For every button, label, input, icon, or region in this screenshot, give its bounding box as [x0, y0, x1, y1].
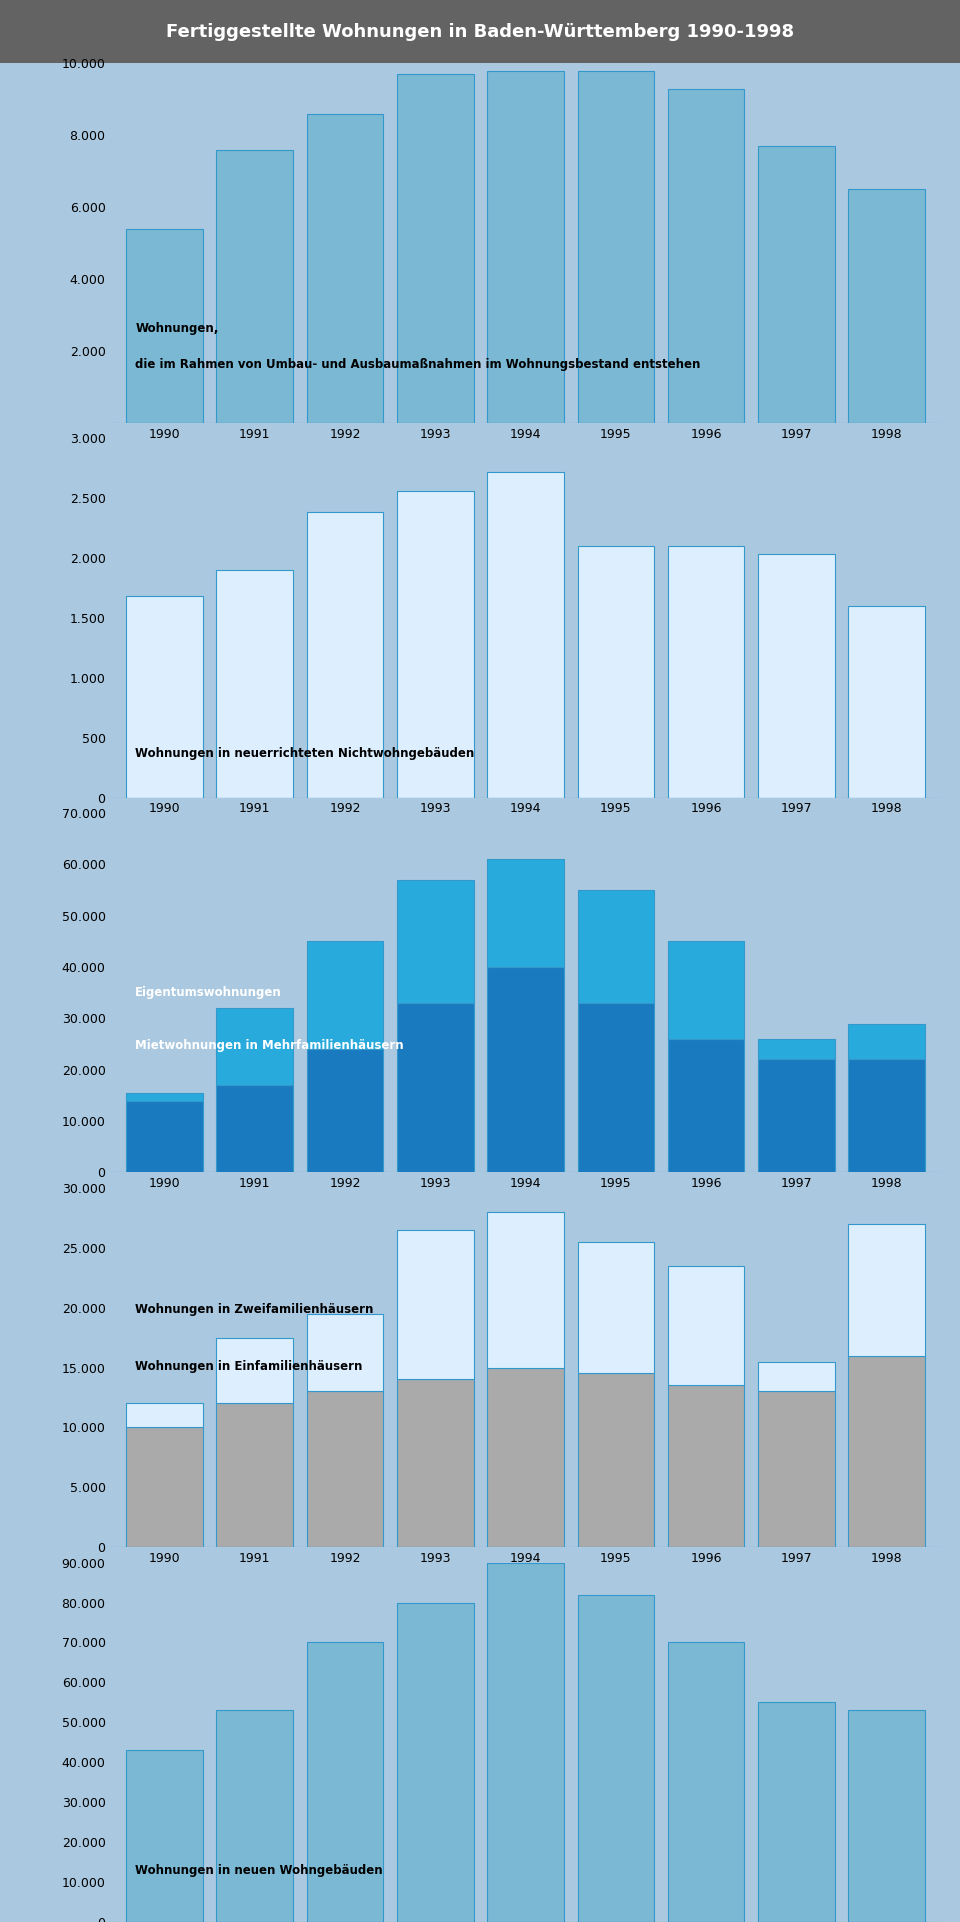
Bar [488, 1367, 564, 1547]
Bar [578, 1003, 654, 1172]
Text: Wohnungen in neuen Wohngebäuden: Wohnungen in neuen Wohngebäuden [135, 1864, 383, 1878]
Bar [397, 1603, 473, 1922]
Bar [758, 146, 835, 423]
Bar [126, 1094, 203, 1101]
Bar [126, 1428, 203, 1547]
Bar [849, 188, 925, 423]
Bar [306, 942, 383, 1049]
Bar [849, 1224, 925, 1355]
Bar [397, 880, 473, 1003]
Text: Wohnungen,: Wohnungen, [135, 323, 219, 334]
Text: Wohnungen in Zweifamilienhäusern: Wohnungen in Zweifamilienhäusern [135, 1303, 373, 1317]
Bar [126, 1101, 203, 1172]
Bar [216, 1338, 293, 1403]
Bar [488, 967, 564, 1172]
Bar [306, 1313, 383, 1392]
Bar [578, 1595, 654, 1922]
Bar [578, 71, 654, 423]
Bar [397, 1230, 473, 1380]
Bar [578, 1374, 654, 1547]
Bar [758, 1040, 835, 1059]
Bar [758, 1361, 835, 1392]
Bar [126, 596, 203, 798]
Text: Mietwohnungen in Mehrfamilienhäusern: Mietwohnungen in Mehrfamilienhäusern [135, 1040, 404, 1053]
Bar [397, 1003, 473, 1172]
Text: Wohnungen in neuerrichteten Nichtwohngebäuden: Wohnungen in neuerrichteten Nichtwohngeb… [135, 748, 474, 761]
Bar [216, 150, 293, 423]
Bar [668, 1643, 745, 1922]
Bar [849, 605, 925, 798]
Bar [306, 1049, 383, 1172]
Bar [397, 75, 473, 423]
Bar [578, 546, 654, 798]
Bar [488, 859, 564, 967]
Bar [488, 471, 564, 798]
Bar [758, 1059, 835, 1172]
Bar [849, 1059, 925, 1172]
Bar [668, 1267, 745, 1386]
Bar [668, 88, 745, 423]
Bar [578, 890, 654, 1003]
Bar [216, 1403, 293, 1547]
Bar [668, 942, 745, 1040]
Bar [849, 1711, 925, 1922]
Bar [578, 1242, 654, 1374]
Text: die im Rahmen von Umbau- und Ausbaumaßnahmen im Wohnungsbestand entstehen: die im Rahmen von Umbau- und Ausbaumaßna… [135, 357, 701, 371]
Bar [488, 1211, 564, 1367]
Bar [216, 1086, 293, 1172]
Bar [306, 113, 383, 423]
Bar [758, 554, 835, 798]
Bar [668, 1040, 745, 1172]
Bar [306, 513, 383, 798]
Bar [126, 229, 203, 423]
Bar [668, 1386, 745, 1547]
Bar [849, 1355, 925, 1547]
Bar [668, 546, 745, 798]
Text: Fertiggestellte Wohnungen in Baden-Württemberg 1990-1998: Fertiggestellte Wohnungen in Baden-Württ… [166, 23, 794, 40]
Bar [849, 1024, 925, 1059]
Bar [126, 1751, 203, 1922]
Bar [397, 490, 473, 798]
Bar [306, 1392, 383, 1547]
Bar [306, 1643, 383, 1922]
Bar [216, 1711, 293, 1922]
Bar [216, 1009, 293, 1086]
Text: Eigentumswohnungen: Eigentumswohnungen [135, 986, 282, 999]
Bar [488, 71, 564, 423]
Bar [126, 1403, 203, 1428]
Bar [216, 571, 293, 798]
Bar [758, 1392, 835, 1547]
Bar [488, 1563, 564, 1922]
Text: Wohnungen in Einfamilienhäusern: Wohnungen in Einfamilienhäusern [135, 1361, 363, 1374]
Bar [758, 1703, 835, 1922]
Bar [397, 1380, 473, 1547]
